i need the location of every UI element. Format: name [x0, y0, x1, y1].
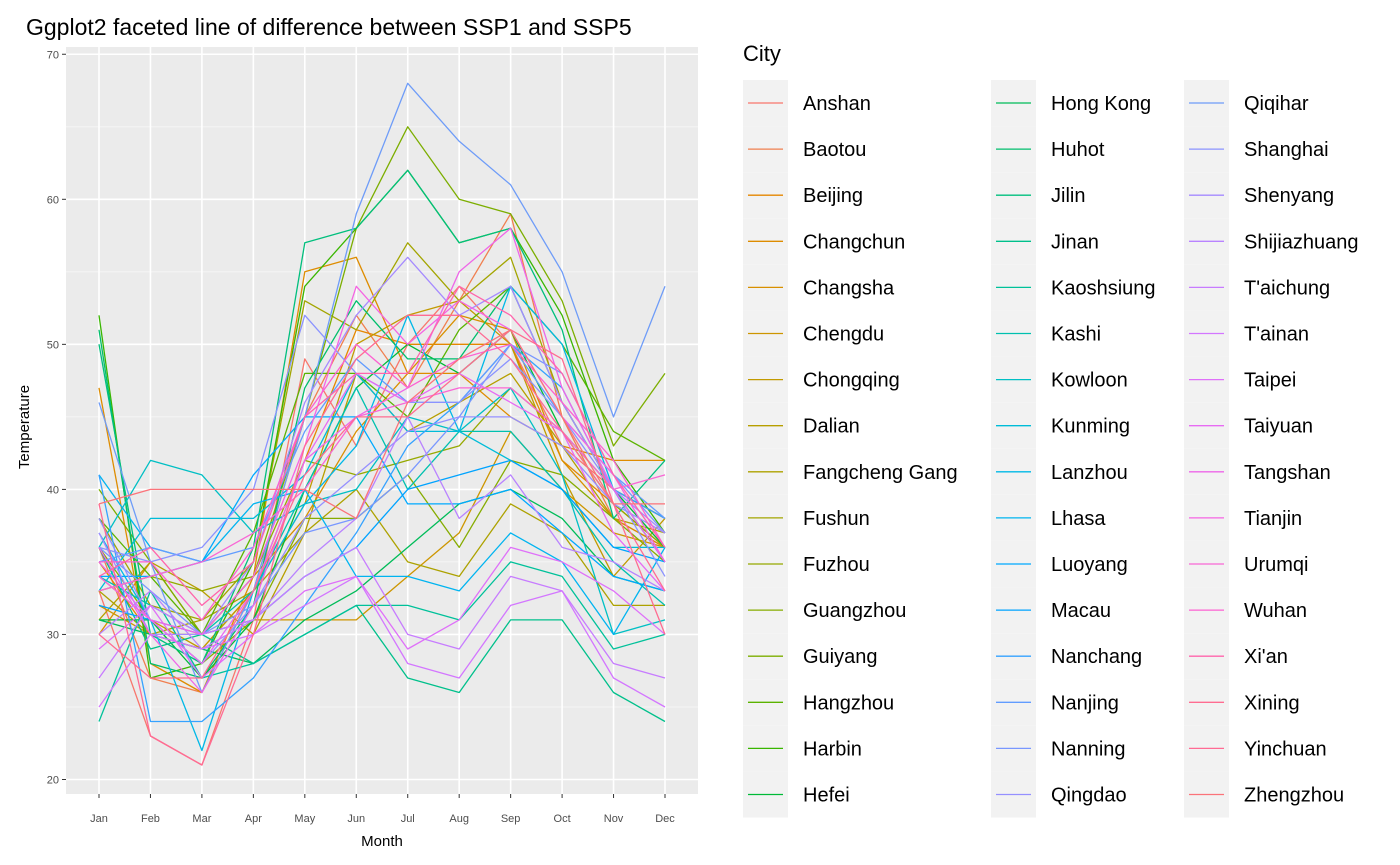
legend-label: Hong Kong [1051, 93, 1151, 115]
legend-label: Urumqi [1244, 554, 1308, 576]
legend-label: Shanghai [1244, 139, 1329, 161]
legend-label: Baotou [803, 139, 866, 161]
x-tick-label: Mar [192, 813, 211, 825]
x-tick-label: Jan [90, 813, 108, 825]
series-line [98, 575, 666, 708]
legend-label: Luoyang [1051, 554, 1128, 576]
series-line [98, 126, 666, 636]
legend-label: Hefei [803, 785, 850, 807]
series-lines [98, 82, 666, 766]
legend-label: Zhengzhou [1244, 785, 1344, 807]
legend-label: Kaoshsiung [1051, 277, 1156, 299]
series-line [98, 82, 666, 694]
series-line [98, 169, 666, 665]
legend-label: Fangcheng Gang [803, 462, 958, 484]
legend-label: Qingdao [1051, 785, 1127, 807]
series-line [98, 329, 666, 679]
chart-title: Ggplot2 faceted line of difference betwe… [26, 14, 632, 40]
x-tick-label: Aug [449, 813, 469, 825]
legend-label: Fuzhou [803, 554, 870, 576]
legend-label: Beijing [803, 185, 863, 207]
legend-label: Huhot [1051, 139, 1105, 161]
legend-label: Guangzhou [803, 600, 906, 622]
legend-label: Nanning [1051, 738, 1126, 760]
series-line [98, 314, 666, 766]
series-line [98, 416, 666, 650]
legend-label: T'aichung [1244, 277, 1330, 299]
y-tick-label: 60 [47, 194, 59, 206]
series-line [98, 546, 666, 679]
legend-label: Chengdu [803, 324, 884, 346]
series-line [98, 561, 666, 722]
legend-label: Dalian [803, 416, 860, 438]
x-tick-label: May [294, 813, 315, 825]
legend-label: Macau [1051, 600, 1111, 622]
legend: Anshan Baotou Beijing Changchun Changsha Chen… [743, 80, 1359, 818]
legend-label: Changchun [803, 231, 905, 253]
legend-label: Shijiazhuang [1244, 231, 1359, 253]
y-tick-label: 70 [47, 49, 59, 61]
legend-label: Taiyuan [1244, 416, 1313, 438]
legend-label: Xi'an [1244, 646, 1288, 668]
legend-label: Guiyang [803, 646, 878, 668]
series-line [98, 227, 666, 694]
legend-label: Shenyang [1244, 185, 1334, 207]
legend-label: Fushun [803, 508, 870, 530]
x-tick-label: Jul [401, 813, 415, 825]
legend-label: Yinchuan [1244, 738, 1327, 760]
x-axis-title: Month [361, 833, 403, 850]
series-line [98, 329, 665, 520]
y-tick-label: 50 [47, 339, 59, 351]
legend-label: Jinan [1051, 231, 1099, 253]
series-line [98, 285, 666, 636]
x-tick-label: Dec [655, 813, 675, 825]
x-tick-label: Feb [141, 813, 160, 825]
x-axis: Jan Feb Mar Apr May Jun Jul Aug Sep Oct Nov Dec [90, 794, 675, 825]
legend-label: Jilin [1051, 185, 1085, 207]
legend-title: City [743, 41, 781, 66]
series-line [98, 285, 666, 607]
legend-label: Kashi [1051, 324, 1101, 346]
major-grid [66, 47, 698, 794]
plot-panel [66, 47, 698, 794]
legend-label: T'ainan [1244, 324, 1309, 346]
legend-label: Lanzhou [1051, 462, 1128, 484]
legend-label: Kunming [1051, 416, 1130, 438]
legend-label: Anshan [803, 93, 871, 115]
x-tick-label: Nov [604, 813, 624, 825]
legend-label: Tangshan [1244, 462, 1331, 484]
series-line [98, 387, 666, 592]
y-axis: 20 30 40 50 60 70 [47, 49, 66, 786]
legend-label: Hangzhou [803, 692, 894, 714]
x-tick-label: Apr [245, 813, 262, 825]
legend-label: Lhasa [1051, 508, 1106, 530]
legend-label: Harbin [803, 738, 862, 760]
legend-label: Taipei [1244, 370, 1296, 392]
legend-label: Tianjin [1244, 508, 1302, 530]
y-tick-label: 20 [47, 774, 59, 786]
legend-label: Chongqing [803, 370, 900, 392]
x-tick-label: Oct [554, 813, 571, 825]
series-line [98, 546, 666, 679]
legend-label: Changsha [803, 277, 895, 299]
y-tick-label: 30 [47, 629, 59, 641]
legend-label: Nanjing [1051, 692, 1119, 714]
legend-label: Kowloon [1051, 370, 1128, 392]
y-tick-label: 40 [47, 484, 59, 496]
series-line [98, 213, 666, 694]
series-line [98, 256, 666, 636]
legend-label: Wuhan [1244, 600, 1307, 622]
legend-label: Xining [1244, 692, 1300, 714]
x-tick-label: Jun [347, 813, 365, 825]
legend-label: Nanchang [1051, 646, 1142, 668]
series-line [98, 547, 666, 723]
series-line [98, 372, 666, 665]
legend-label: Qiqihar [1244, 93, 1309, 115]
series-line [99, 343, 666, 621]
x-tick-label: Sep [501, 813, 521, 825]
y-axis-title: Temperature [16, 385, 33, 469]
